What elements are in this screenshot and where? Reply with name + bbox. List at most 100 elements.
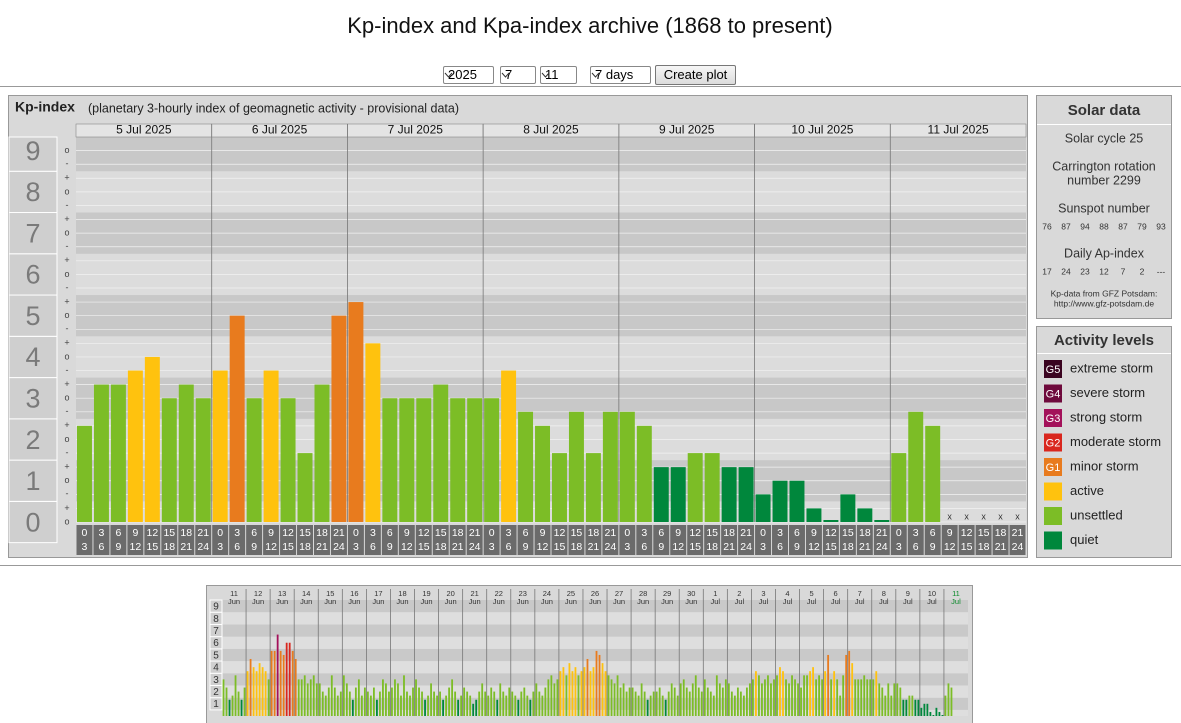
- y-tick-label: 7: [25, 218, 40, 248]
- bar: [872, 679, 875, 716]
- bar: [905, 699, 908, 716]
- legend-label: minor storm: [1070, 458, 1139, 473]
- hour-box: [568, 525, 585, 555]
- hour-box: [364, 525, 381, 555]
- bar: [664, 699, 667, 716]
- level-swatch: [1044, 360, 1062, 378]
- day-label: Jun: [348, 597, 360, 606]
- hour-box: [958, 525, 975, 555]
- bar: [721, 687, 724, 716]
- day-label: Jun: [589, 597, 601, 606]
- x-tick-label: 9: [930, 541, 936, 553]
- bar: [439, 691, 441, 716]
- bar: [321, 691, 324, 716]
- bar: [580, 671, 583, 716]
- bar: [553, 683, 556, 716]
- bar: [860, 679, 863, 716]
- y-tick-label: 5: [213, 650, 219, 661]
- bar: [836, 679, 839, 716]
- bar: [460, 695, 463, 716]
- bar: [840, 494, 856, 522]
- x-tick-label: 3: [760, 541, 766, 553]
- bar: [643, 691, 646, 716]
- hour-box: [653, 525, 670, 555]
- x-tick-label: 9: [540, 527, 546, 539]
- bar: [297, 453, 313, 522]
- bar: [345, 683, 348, 716]
- bar: [586, 658, 589, 716]
- bar: [738, 467, 754, 522]
- x-tick-label: 21: [995, 541, 1007, 553]
- x-tick-label: 12: [944, 541, 956, 553]
- day-label: Jul: [951, 597, 961, 606]
- panel-title: Solar data: [1068, 102, 1141, 119]
- bar: [484, 691, 487, 716]
- bar: [842, 675, 845, 716]
- bar: [391, 687, 393, 716]
- y-label-box: [8, 377, 58, 420]
- x-tick-label: 9: [404, 527, 410, 539]
- day-label: Jun: [276, 597, 288, 606]
- hour-box: [347, 525, 364, 555]
- y-label-box: [8, 294, 58, 337]
- bar: [342, 675, 345, 716]
- bar: [552, 453, 567, 522]
- bar: [360, 695, 363, 716]
- bar: [812, 667, 814, 716]
- year-select[interactable]: 2025: [443, 66, 494, 84]
- day-label: 16: [350, 589, 358, 598]
- create-plot-button[interactable]: Create plot: [655, 65, 736, 85]
- band: [76, 501, 1026, 522]
- day-label: 27: [615, 589, 623, 598]
- bar: [315, 683, 318, 716]
- hour-box: [551, 525, 568, 555]
- bar: [505, 695, 508, 716]
- minor-tick-label: o: [64, 434, 69, 444]
- day-label: Jun: [493, 597, 505, 606]
- hour-box: [314, 525, 330, 555]
- band: [222, 685, 968, 698]
- bar: [634, 691, 637, 716]
- x-tick-label: 21: [605, 527, 617, 539]
- source: Kp-data from GFZ Potsdam:: [1051, 288, 1158, 298]
- source-link[interactable]: http://www.gfz-potsdam.de: [1054, 298, 1154, 308]
- bar: [628, 687, 631, 716]
- span-select[interactable]: 7 days: [590, 66, 651, 84]
- bar: [887, 683, 890, 716]
- bar: [908, 411, 924, 522]
- hour-box: [839, 525, 856, 555]
- bar: [776, 675, 778, 716]
- bar: [229, 315, 245, 522]
- bar: [724, 679, 727, 716]
- day-label: Jun: [445, 597, 457, 606]
- bar: [893, 683, 896, 716]
- bar: [649, 695, 652, 716]
- bar: [794, 679, 796, 716]
- x-tick-label: 0: [82, 527, 88, 539]
- bar: [312, 675, 315, 716]
- month-select[interactable]: 7: [500, 66, 536, 84]
- bar: [547, 679, 550, 716]
- bar: [333, 687, 336, 716]
- x-tick-label: 21: [452, 541, 464, 553]
- x-tick-label: 12: [689, 527, 701, 539]
- bar: [568, 663, 571, 716]
- bar: [685, 687, 688, 716]
- legend-label: strong storm: [1070, 409, 1142, 424]
- y-label-box: [8, 500, 58, 544]
- bar: [234, 675, 237, 716]
- bar: [339, 691, 342, 716]
- day-label: 8 Jul 2025: [523, 123, 579, 137]
- day-label: 23: [519, 589, 527, 598]
- bar: [797, 683, 799, 716]
- hour-box: [415, 525, 432, 555]
- day-label: 17: [374, 589, 382, 598]
- day-label: 6 Jul 2025: [252, 123, 308, 137]
- day-select[interactable]: 11: [540, 66, 577, 84]
- minor-tick-label: +: [64, 461, 69, 471]
- hour-box: [483, 525, 500, 555]
- x-tick-label: 15: [706, 527, 718, 539]
- bar: [144, 356, 160, 522]
- minor-tick-label: +: [64, 296, 69, 306]
